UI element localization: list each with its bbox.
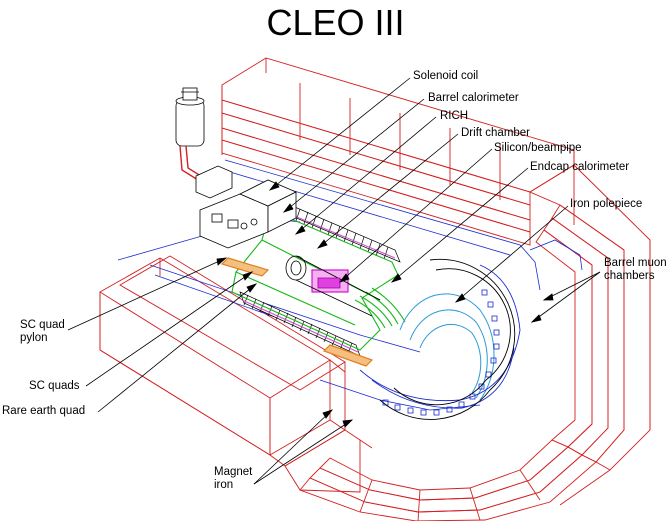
label-rich: RICH (440, 110, 469, 122)
label-barrel-muon-line1: Barrel muon (604, 257, 667, 269)
label-magnet-iron-line1: Magnet (214, 466, 253, 478)
label-sc-quad-pylon-line2: pylon (20, 332, 48, 344)
label-sc-quads: SC quads (29, 380, 80, 392)
label-drift-chamber: Drift chamber (461, 127, 531, 139)
label-sc-quad-pylon-line1: SC quad (20, 319, 65, 331)
label-endcap-calorimeter: Endcap calorimeter (530, 161, 630, 173)
label-barrel-muon-line2: chambers (604, 270, 655, 282)
diagram-title: CLEO III (266, 2, 405, 43)
silicon-beampipe (285, 255, 381, 317)
label-magnet-iron: Magnet iron (214, 466, 252, 492)
label-iron-polepiece: Iron polepiece (570, 198, 643, 210)
leader-lines (67, 77, 601, 485)
label-magnet-iron-line2: iron (214, 479, 234, 491)
endcap-outer (359, 258, 521, 420)
magnet-iron (99, 57, 651, 521)
label-silicon-beampipe: Silicon/beampipe (494, 142, 582, 154)
label-solenoid-coil: Solenoid coil (413, 70, 479, 82)
sc-quads (220, 257, 374, 367)
pylon-equipment (175, 87, 297, 249)
label-rare-earth-quad: Rare earth quad (2, 405, 86, 417)
label-barrel-calorimeter: Barrel calorimeter (428, 92, 519, 104)
label-sc-quad-pylon: SC quad pylon (20, 319, 65, 345)
label-barrel-muon: Barrel muon chambers (604, 257, 667, 283)
